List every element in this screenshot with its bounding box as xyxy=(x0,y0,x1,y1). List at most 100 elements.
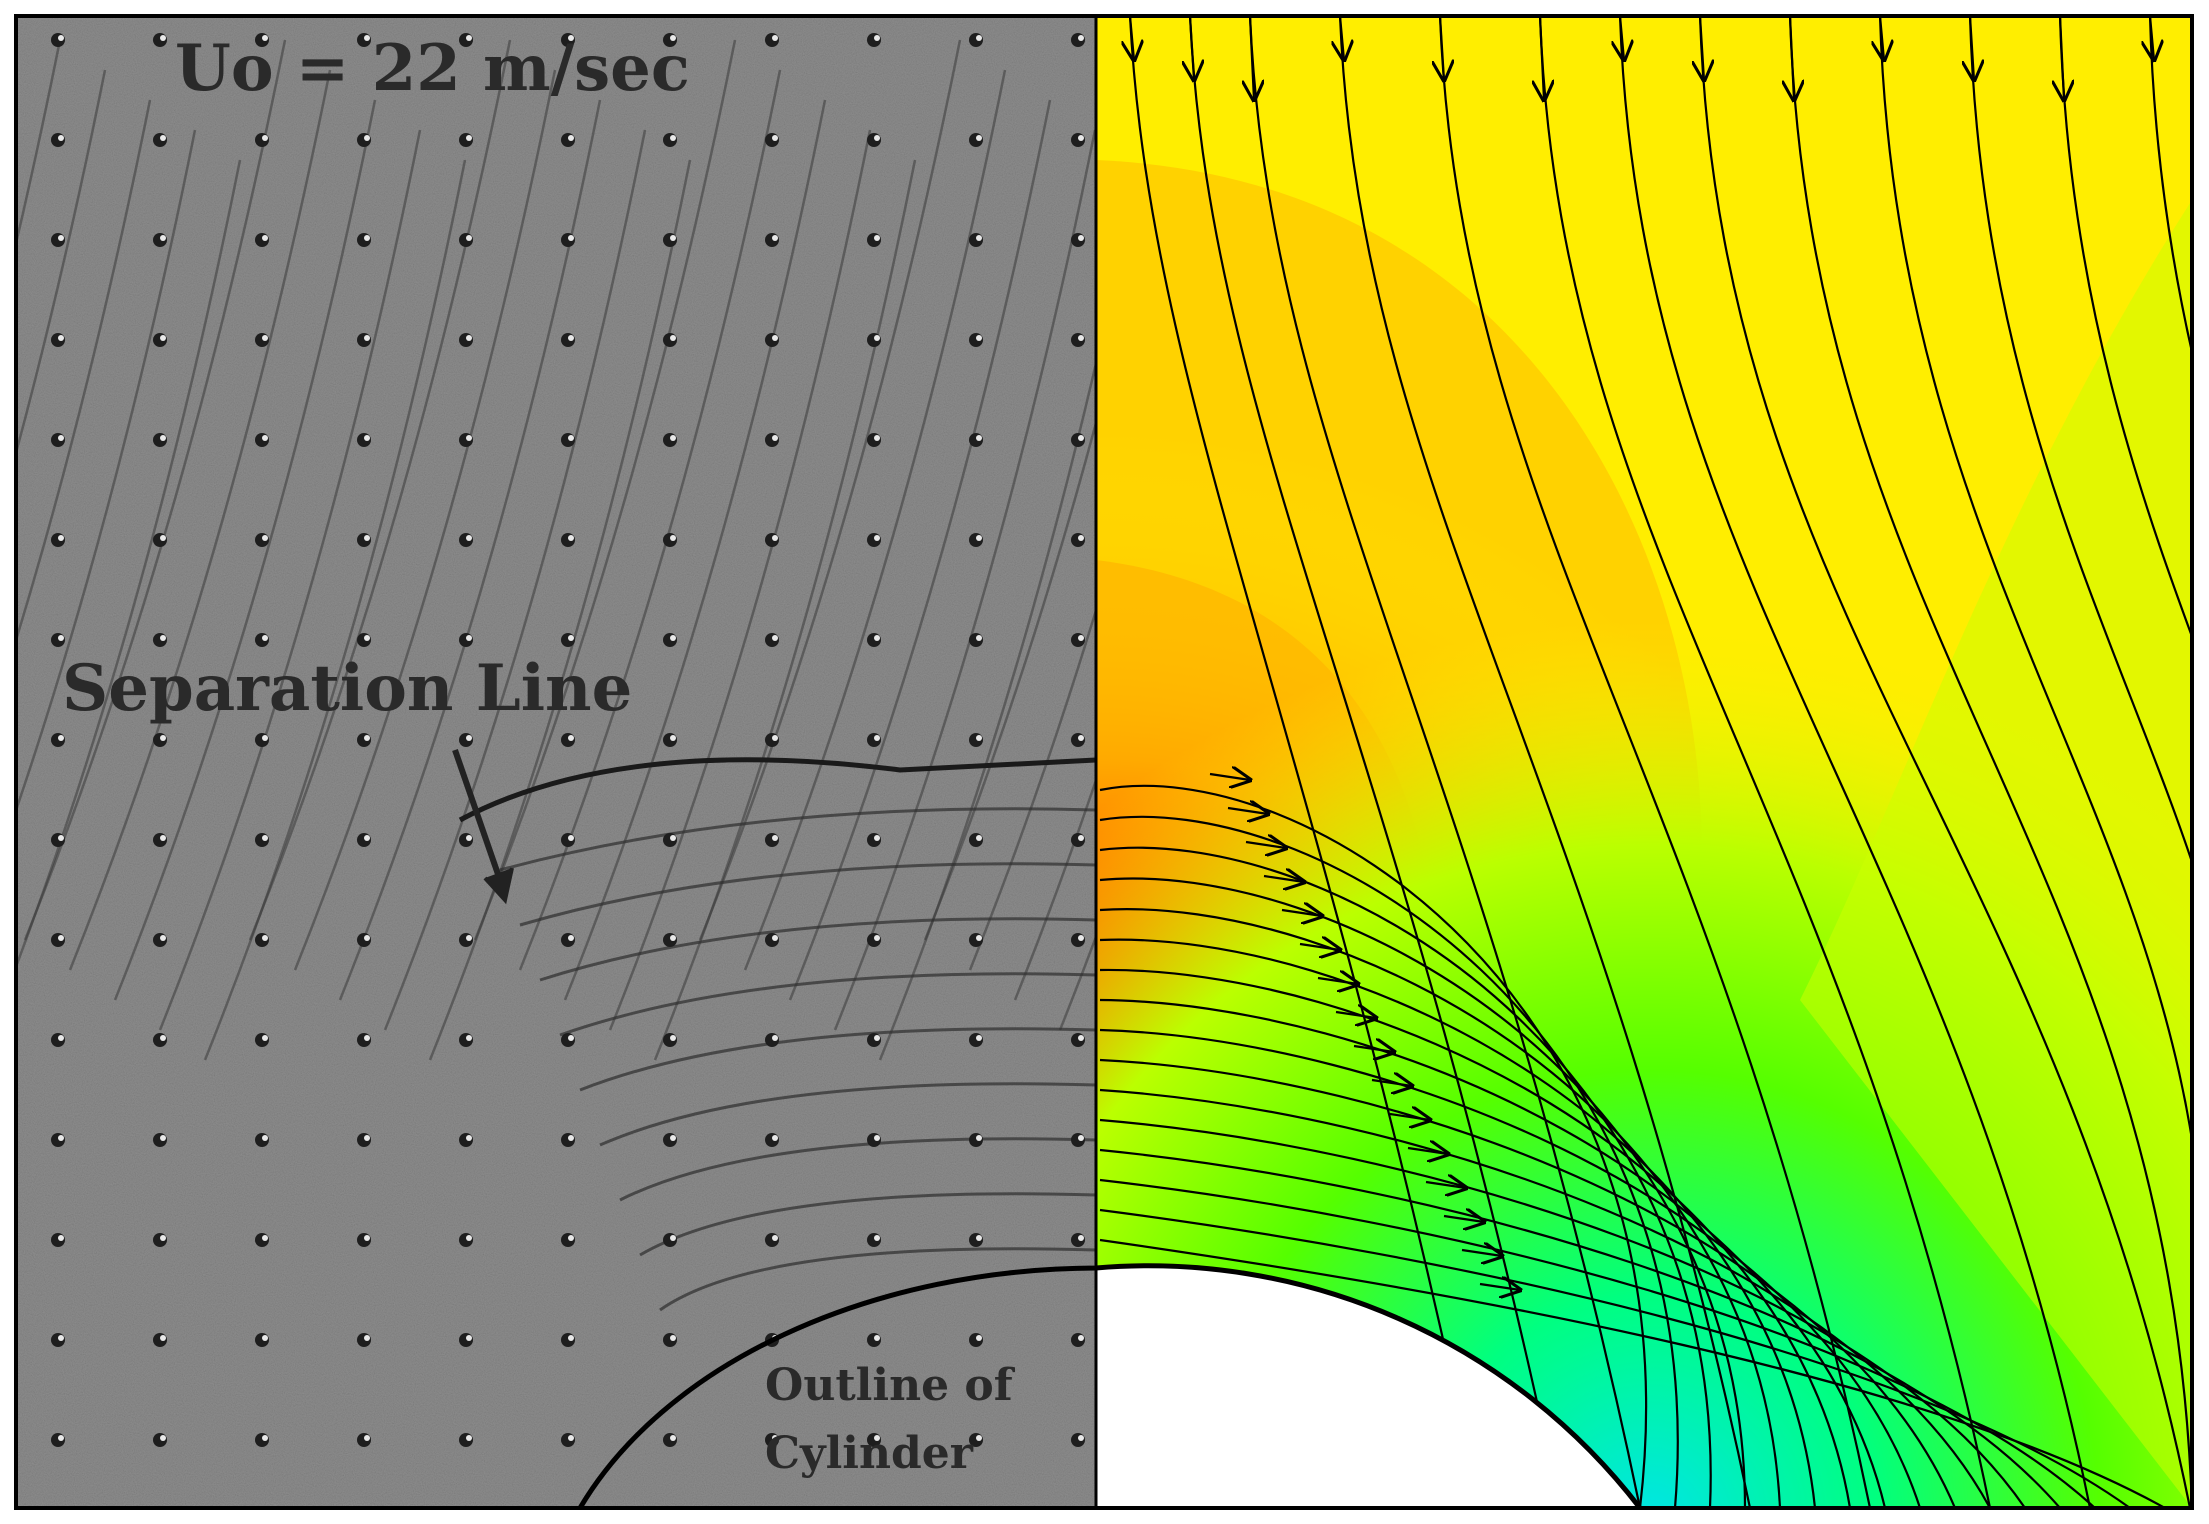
tap-dot-highlight xyxy=(1078,1035,1084,1041)
streamline xyxy=(1438,16,1872,1508)
streamline-arrow xyxy=(1425,1182,1466,1188)
tap-dot-highlight xyxy=(1078,35,1084,41)
tap-dot-highlight xyxy=(772,1435,778,1441)
tap-dot-highlight xyxy=(58,1435,64,1441)
streamline xyxy=(1099,1238,2166,1508)
streamline-arrow xyxy=(1407,1148,1448,1154)
tap-dot-highlight xyxy=(874,135,880,141)
streamline-arrow xyxy=(1700,16,1704,80)
tap-dot-highlight xyxy=(262,635,268,641)
tap-dot-highlight xyxy=(976,735,982,741)
streamline-arrow xyxy=(1443,1216,1484,1222)
tap-dot-highlight xyxy=(160,1135,166,1141)
tap-dot-highlight xyxy=(874,1135,880,1141)
tap-dot-highlight xyxy=(160,1335,166,1341)
tap-dot-highlight xyxy=(670,135,676,141)
tap-dot-highlight xyxy=(874,1435,880,1441)
wake-streak xyxy=(619,1137,1096,1202)
oil-streak xyxy=(23,39,287,941)
tap-dot-highlight xyxy=(976,35,982,41)
tap-dot-highlight xyxy=(364,435,370,441)
tap-dot-highlight xyxy=(160,1235,166,1241)
wake-streak xyxy=(579,1027,1096,1092)
tap-dot-highlight xyxy=(772,1035,778,1041)
tap-dot-highlight xyxy=(466,535,472,541)
tap-dot-highlight xyxy=(772,835,778,841)
tap-dot-highlight xyxy=(976,135,982,141)
tap-dot-highlight xyxy=(364,1335,370,1341)
tap-dot-highlight xyxy=(772,535,778,541)
streamline xyxy=(1099,968,1852,1508)
streamline-arrow xyxy=(1250,16,1254,100)
tap-dot-highlight xyxy=(874,1335,880,1341)
separation-line-label: Separation Line xyxy=(62,651,632,726)
tap-dot-highlight xyxy=(364,935,370,941)
tap-dot-highlight xyxy=(466,1235,472,1241)
streamline xyxy=(1099,1118,2026,1508)
tap-dot-highlight xyxy=(364,35,370,41)
figure-frame xyxy=(14,14,2194,1510)
streamline-arrow xyxy=(1970,16,1974,80)
streamline xyxy=(2058,16,2192,1508)
tap-dot-highlight xyxy=(772,335,778,341)
tap-dot-highlight xyxy=(568,635,574,641)
tap-dot-highlight xyxy=(568,1135,574,1141)
tap-dot-highlight xyxy=(670,1335,676,1341)
tap-dot-highlight xyxy=(568,735,574,741)
tap-dot-highlight xyxy=(262,235,268,241)
streamline xyxy=(1878,16,2192,1508)
tap-dot-highlight xyxy=(364,735,370,741)
tap-dot-highlight xyxy=(1078,1135,1084,1141)
streamline-arrow xyxy=(1190,16,1194,80)
tap-dot-highlight xyxy=(160,835,166,841)
streamline xyxy=(1698,16,2192,1508)
tap-dot-highlight xyxy=(772,235,778,241)
wake-streak xyxy=(499,807,1096,872)
tap-dot-highlight xyxy=(466,1135,472,1141)
tap-dot-highlight xyxy=(976,1035,982,1041)
tap-dot-highlight xyxy=(568,135,574,141)
tap-dot-highlight xyxy=(670,1035,676,1041)
velocity-label: Uo = 22 m/sec xyxy=(175,31,690,106)
oil-streak xyxy=(16,69,107,458)
cfd-contour-panel xyxy=(1096,16,2192,1508)
tap-dot-highlight xyxy=(364,335,370,341)
streamline-arrow xyxy=(1620,16,1624,60)
tap-dot-highlight xyxy=(58,1035,64,1041)
tap-dot-highlight xyxy=(568,35,574,41)
tap-dot-highlight xyxy=(160,135,166,141)
outline-label-line2: Cylinder xyxy=(765,1428,974,1479)
tap-dot-highlight xyxy=(874,935,880,941)
tap-dot-highlight xyxy=(262,1235,268,1241)
tap-dot-highlight xyxy=(568,535,574,541)
tap-dot-highlight xyxy=(262,35,268,41)
tap-dot-highlight xyxy=(874,635,880,641)
outline-label-line1: Outline of xyxy=(765,1360,1016,1411)
tap-dot-highlight xyxy=(466,735,472,741)
oil-streak xyxy=(1013,776,1096,1001)
tap-dot-highlight xyxy=(976,635,982,641)
streamline-arrow xyxy=(1461,1250,1502,1256)
tap-dot-highlight xyxy=(568,935,574,941)
oil-streak xyxy=(16,39,62,249)
tap-dot-highlight xyxy=(262,835,268,841)
tap-dot-highlight xyxy=(58,235,64,241)
streamline xyxy=(1618,16,2092,1508)
tap-dot-highlight xyxy=(160,1435,166,1441)
tap-dot-highlight xyxy=(262,135,268,141)
tap-dot-highlight xyxy=(1078,735,1084,741)
streamline xyxy=(1538,16,1992,1508)
tap-dot-highlight xyxy=(568,235,574,241)
cylinder-outline xyxy=(577,1263,1642,1510)
streamline xyxy=(1099,1088,1991,1508)
tap-dot-highlight xyxy=(976,335,982,341)
tap-dot-highlight xyxy=(466,35,472,41)
tap-dot-highlight xyxy=(160,535,166,541)
tap-dot-highlight xyxy=(670,435,676,441)
tap-dot-highlight xyxy=(1078,1235,1084,1241)
tap-dot-highlight xyxy=(874,835,880,841)
tap-dot-highlight xyxy=(670,1435,676,1441)
tap-dot-highlight xyxy=(874,435,880,441)
tap-dot-highlight xyxy=(466,835,472,841)
tap-dot-highlight xyxy=(262,1335,268,1341)
